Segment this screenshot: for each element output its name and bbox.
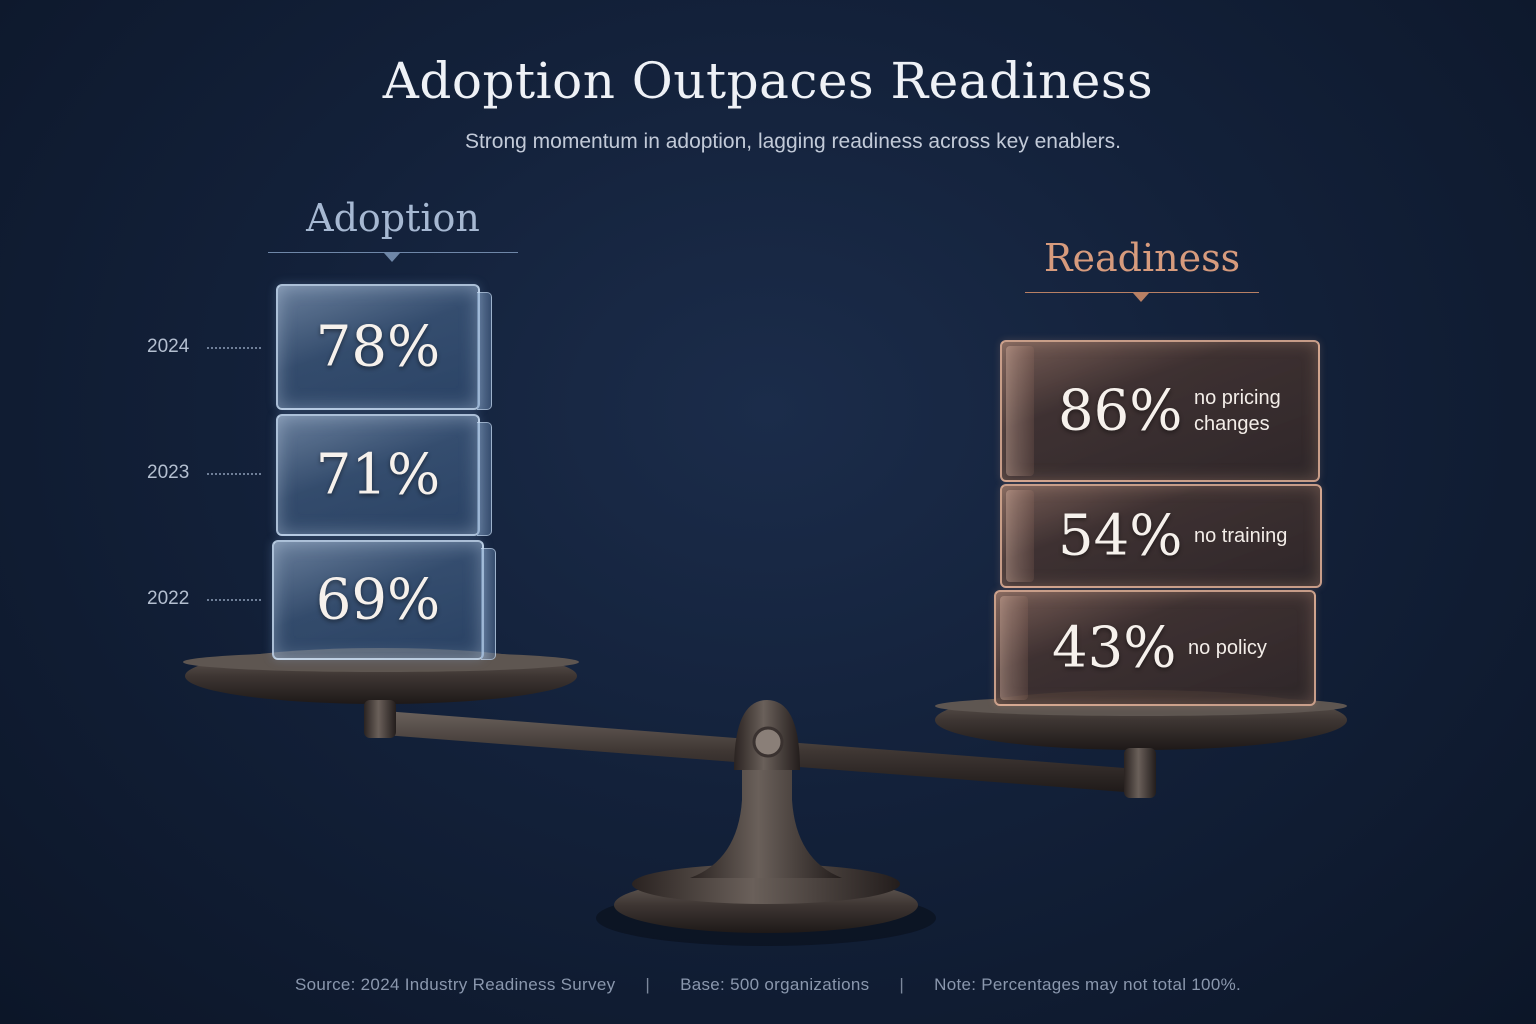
footer-base: Base: 500 organizations: [680, 975, 870, 994]
readiness-block-pricing: 86% no pricing changes: [1000, 340, 1320, 482]
footer-note: Note: Percentages may not total 100%.: [934, 975, 1242, 994]
adoption-heading: Adoption: [306, 196, 480, 240]
footer-separator-2: |: [899, 975, 905, 994]
readiness-block-training: 54% no training: [1000, 484, 1322, 588]
readiness-label-policy: no policy: [1188, 637, 1267, 659]
readiness-value-pricing: 86%: [1058, 378, 1183, 444]
readiness-label-training: no training: [1194, 525, 1288, 547]
year-leader-2024: [207, 347, 261, 349]
year-leader-2022: [207, 599, 261, 601]
adoption-block-2024: 78%: [276, 284, 492, 410]
footer-separator-1: |: [645, 975, 651, 994]
readiness-block-policy: 43% no policy: [994, 590, 1316, 706]
adoption-value-2024: 78%: [315, 314, 441, 380]
adoption-value-2022: 69%: [315, 567, 441, 633]
right-pan-post: [1124, 748, 1156, 798]
chart-subtitle: Strong momentum in adoption, lagging rea…: [464, 130, 1122, 153]
adoption-caret-icon: [384, 253, 400, 262]
readiness-value-policy: 43%: [1052, 615, 1177, 681]
scale-pivot: [752, 726, 784, 758]
year-label-2024: 2024: [147, 336, 190, 357]
footer-source: Source: 2024 Industry Readiness Survey: [294, 975, 616, 994]
readiness-value-training: 54%: [1058, 503, 1183, 569]
footer-source-line: Source: 2024 Industry Readiness Survey | B…: [0, 975, 1536, 995]
year-leader-2023: [207, 473, 261, 475]
readiness-heading: Readiness: [1043, 236, 1241, 280]
adoption-block-2022: 69%: [272, 540, 496, 660]
left-pan-post: [364, 700, 396, 738]
readiness-label-pricing: no pricing changes: [1194, 387, 1281, 435]
chart-title: Adoption Outpaces Readiness: [382, 52, 1154, 110]
readiness-caret-icon: [1133, 293, 1149, 302]
adoption-block-2023: 71%: [276, 414, 492, 536]
year-label-2022: 2022: [147, 588, 190, 609]
adoption-heading-rule: [268, 252, 518, 253]
readiness-heading-rule: [1025, 292, 1259, 293]
adoption-value-2023: 71%: [315, 442, 441, 508]
year-label-2023: 2023: [147, 462, 190, 483]
scale-pillar: [690, 748, 842, 878]
